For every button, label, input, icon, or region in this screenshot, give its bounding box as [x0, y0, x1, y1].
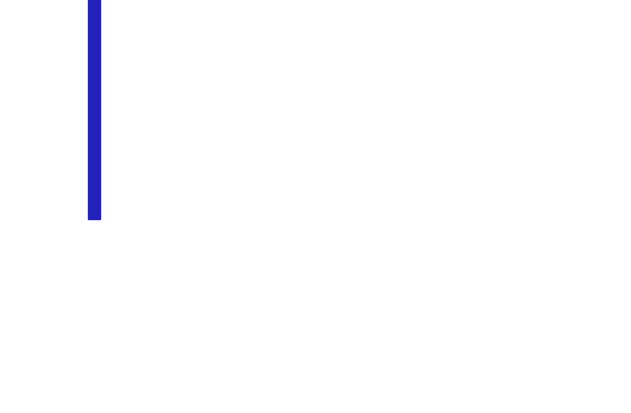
Bar [88, 0, 100, 219]
